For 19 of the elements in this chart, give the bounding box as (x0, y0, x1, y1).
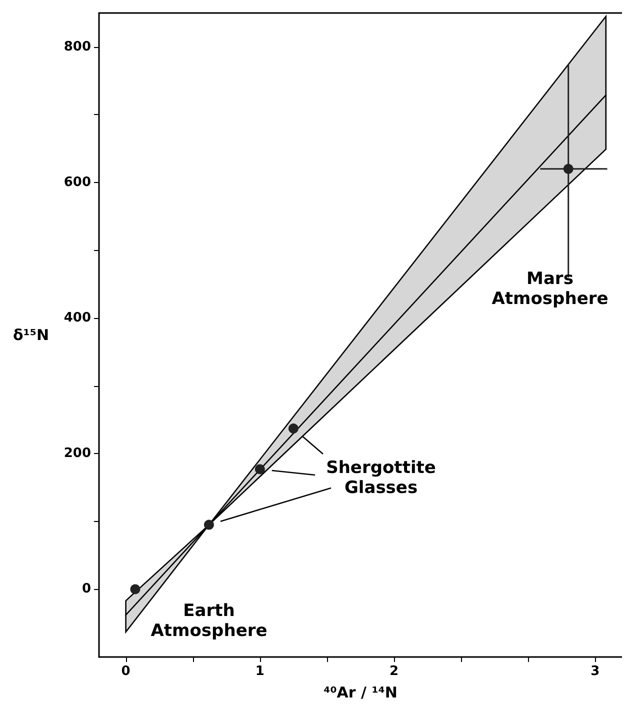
annotation: Mars Atmosphere (492, 269, 608, 309)
y-axis-title: δ¹⁵N (13, 326, 49, 344)
y-tick-label: 800 (64, 39, 91, 54)
x-tick-label: 3 (590, 664, 600, 679)
annotation: Shergottite Glasses (326, 458, 436, 498)
x-axis-title: ⁴⁰Ar / ¹⁴N (324, 684, 398, 702)
x-tick-label: 1 (255, 664, 264, 679)
y-tick-label: 0 (82, 582, 91, 597)
annotation: Earth Atmosphere (150, 601, 268, 641)
point (288, 424, 298, 434)
y-tick-label: 400 (64, 310, 91, 326)
point (563, 164, 574, 174)
x-tick-label: 0 (121, 664, 130, 679)
x-tick-label: 2 (390, 664, 399, 679)
point (254, 464, 265, 474)
y-tick-label: 200 (64, 446, 91, 462)
point (204, 520, 214, 530)
point (130, 584, 140, 594)
y-tick-label: 600 (64, 174, 91, 190)
